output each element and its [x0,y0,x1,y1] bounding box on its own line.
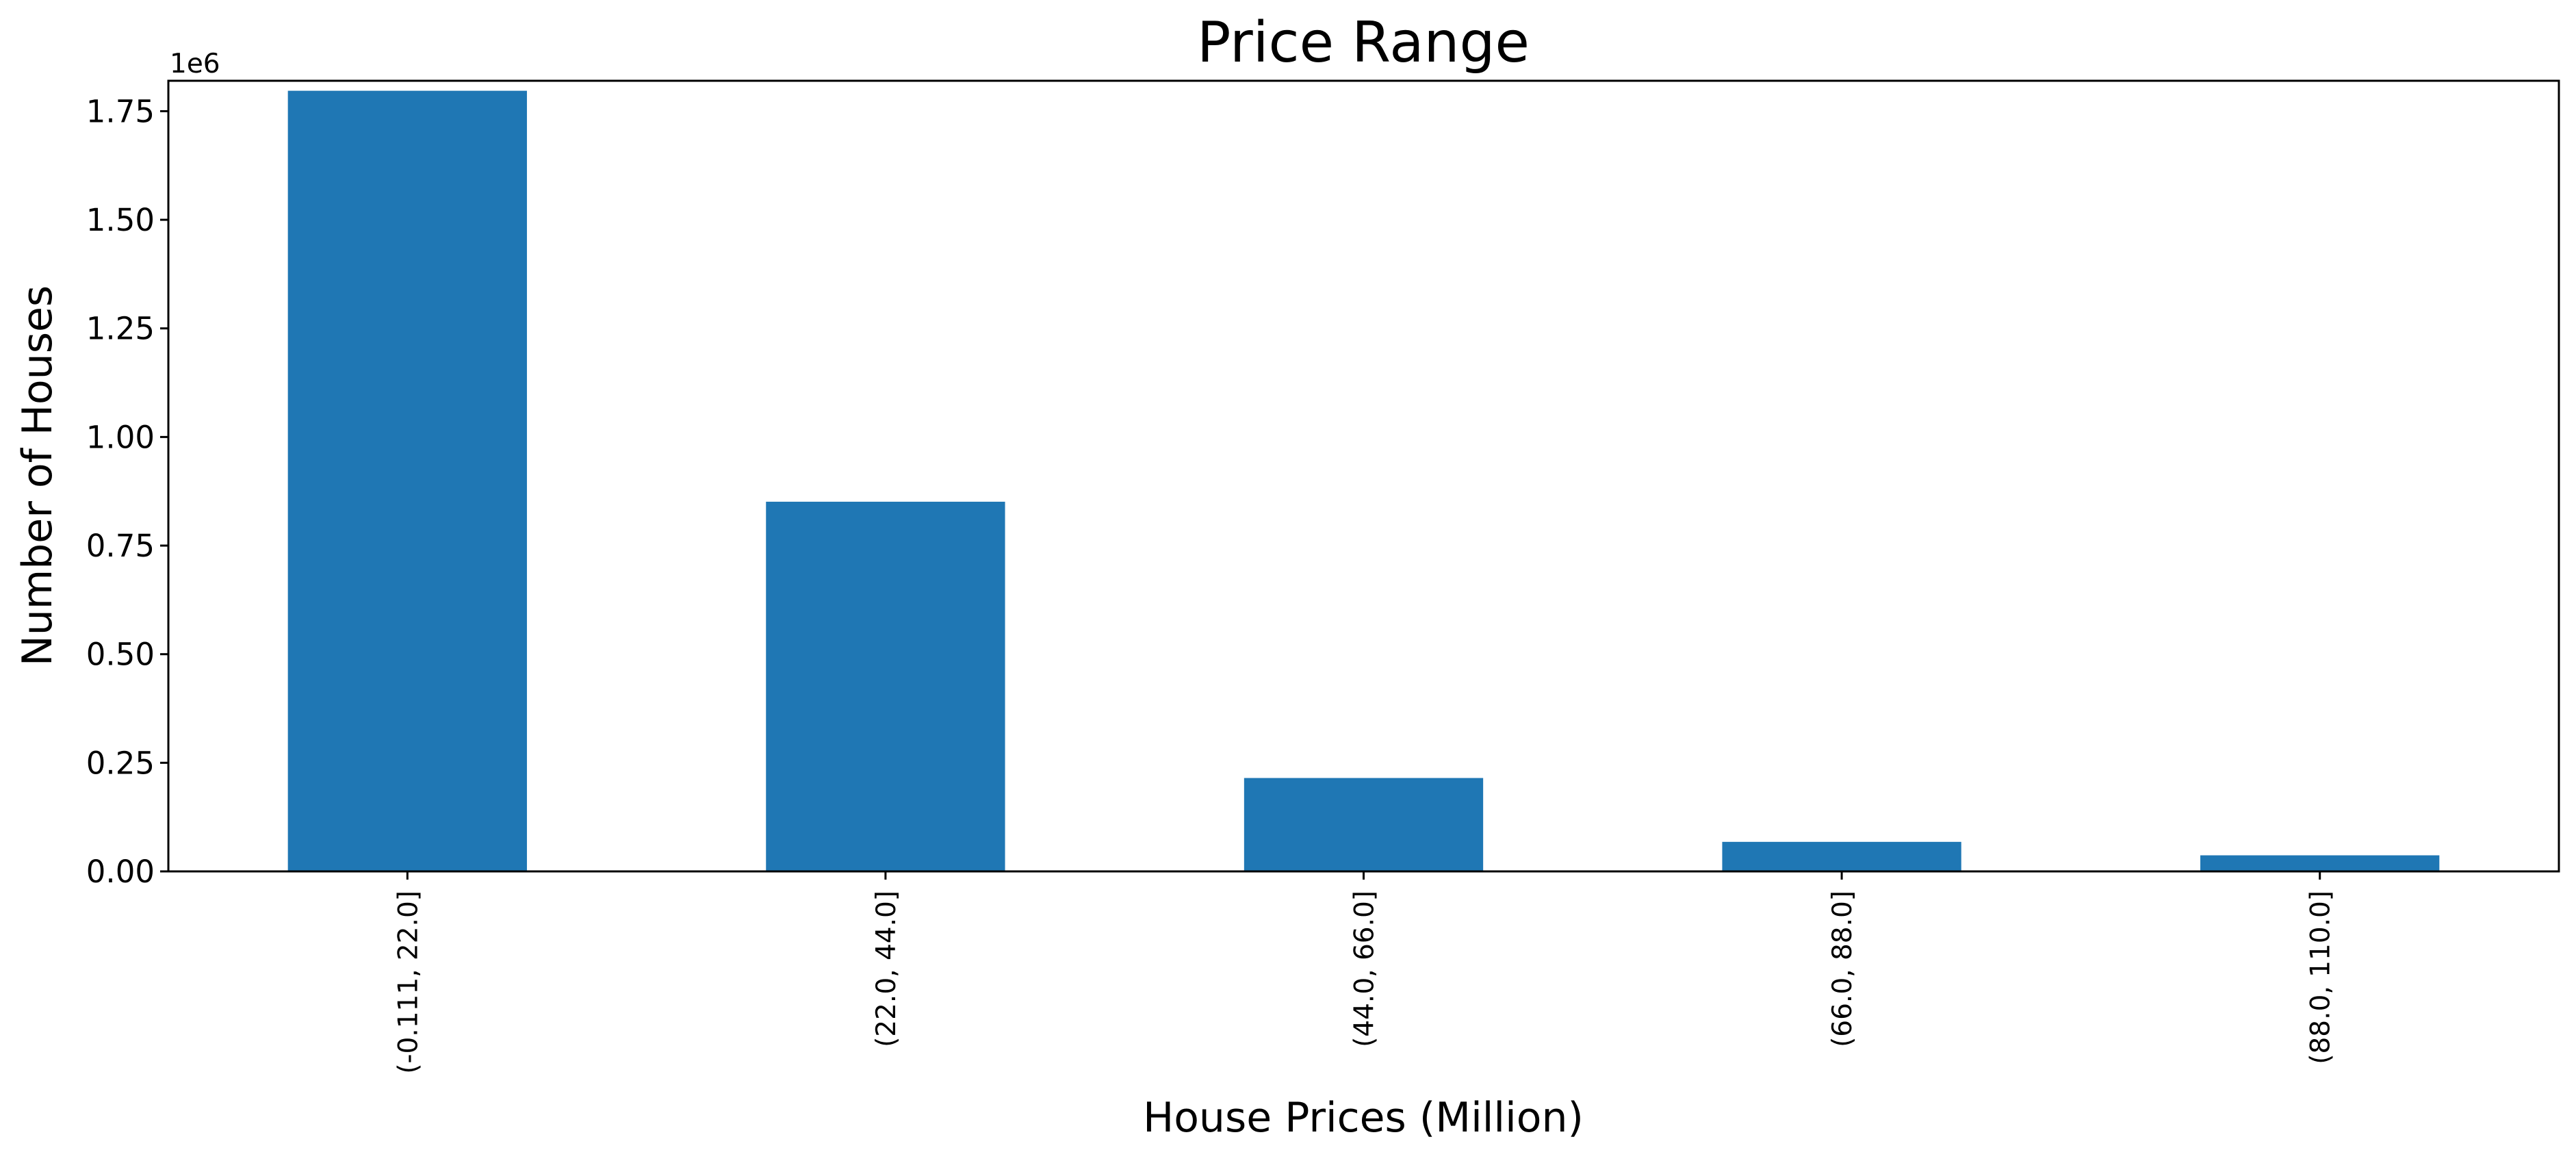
y-axis-offset-label: 1e6 [170,49,220,79]
y-tick-label: 0.00 [86,854,155,890]
chart-title: Price Range [1197,10,1530,75]
x-axis-ticks: (-0.111, 22.0] (22.0, 44.0] (44.0, 66.0] (6… [393,871,2336,1074]
y-tick-label: 0.25 [86,745,155,781]
y-axis-label: Number of Houses [14,285,62,666]
x-tick-label: (66.0, 88.0] [1827,891,1858,1047]
x-tick-label: (88.0, 110.0] [2306,891,2336,1064]
x-tick-label: (44.0, 66.0] [1350,891,1380,1047]
y-tick-label: 1.50 [86,202,155,238]
y-tick-label: 1.25 [86,311,155,347]
x-tick-label: (-0.111, 22.0] [393,891,424,1074]
bars-group [287,90,2440,871]
x-tick-label: (22.0, 44.0] [871,891,902,1047]
y-tick-label: 1.00 [86,419,155,455]
y-axis-ticks: 0.00 0.25 0.50 0.75 1.00 1.25 1.50 1.75 [86,93,168,890]
bar-2 [1244,778,1484,871]
bar-4 [2200,855,2440,871]
y-tick-label: 0.75 [86,528,155,564]
bar-3 [1722,841,1961,871]
y-tick-label: 0.50 [86,637,155,673]
plot-frame [167,79,2560,873]
y-tick-label: 1.75 [86,93,155,129]
bar-0 [287,90,527,871]
bar-1 [766,501,1005,871]
x-axis-label: House Prices (Million) [1143,1094,1584,1142]
